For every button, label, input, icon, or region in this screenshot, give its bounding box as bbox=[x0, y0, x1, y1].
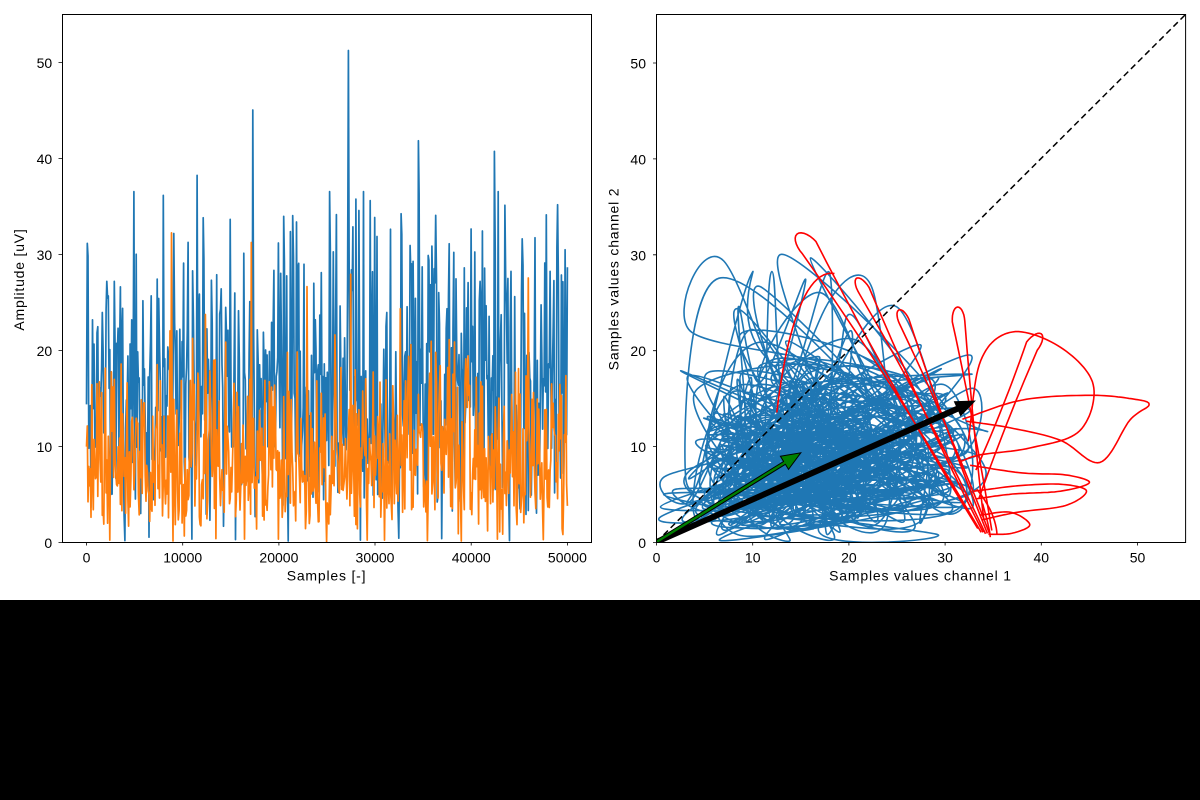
svg-text:40: 40 bbox=[630, 151, 646, 167]
svg-text:20000: 20000 bbox=[259, 550, 298, 566]
svg-text:50: 50 bbox=[37, 55, 53, 71]
svg-text:30000: 30000 bbox=[356, 550, 395, 566]
svg-text:30: 30 bbox=[937, 550, 953, 566]
svg-text:0: 0 bbox=[653, 550, 661, 566]
svg-text:30: 30 bbox=[37, 247, 53, 263]
svg-text:40: 40 bbox=[1034, 550, 1050, 566]
svg-text:30: 30 bbox=[630, 247, 646, 263]
svg-text:0: 0 bbox=[44, 535, 52, 551]
svg-text:0: 0 bbox=[638, 535, 646, 551]
svg-text:40000: 40000 bbox=[452, 550, 491, 566]
svg-text:Samples values channel 2: Samples values channel 2 bbox=[606, 188, 622, 371]
svg-text:10: 10 bbox=[630, 439, 646, 455]
svg-text:20: 20 bbox=[841, 550, 857, 566]
svg-text:10: 10 bbox=[37, 439, 53, 455]
svg-text:10: 10 bbox=[745, 550, 761, 566]
svg-text:Samples values channel 1: Samples values channel 1 bbox=[829, 568, 1012, 584]
svg-text:Samples [-]: Samples [-] bbox=[287, 568, 367, 584]
svg-text:50000: 50000 bbox=[548, 550, 587, 566]
svg-text:50: 50 bbox=[1130, 550, 1146, 566]
svg-text:40: 40 bbox=[37, 151, 53, 167]
svg-text:50: 50 bbox=[630, 56, 646, 72]
svg-text:20: 20 bbox=[630, 343, 646, 359]
svg-text:Amplitude [uV]: Amplitude [uV] bbox=[11, 228, 27, 330]
svg-text:20: 20 bbox=[37, 343, 53, 359]
svg-text:10000: 10000 bbox=[163, 550, 202, 566]
svg-text:0: 0 bbox=[83, 550, 91, 566]
